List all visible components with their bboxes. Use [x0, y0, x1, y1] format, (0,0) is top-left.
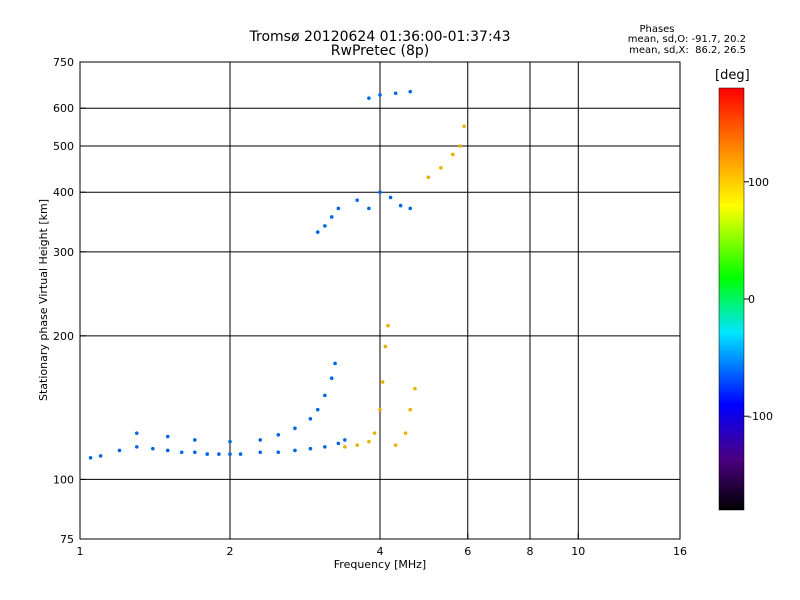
- data-point: [333, 361, 337, 366]
- data-point: [378, 407, 382, 412]
- data-point: [439, 166, 443, 170]
- x-tick-label: 4: [377, 545, 384, 558]
- colorbar-tick-label: 100: [748, 176, 769, 189]
- data-point: [451, 152, 455, 157]
- phase-stats-o: mean, sd,O: -91.7, 20.2: [627, 34, 746, 45]
- data-point: [367, 96, 371, 100]
- data-point: [258, 450, 263, 455]
- data-point: [336, 441, 341, 446]
- data-point: [88, 455, 93, 460]
- data-point: [403, 431, 408, 435]
- data-point: [355, 198, 359, 202]
- y-tick-label: 750: [53, 56, 74, 69]
- colorbar: [718, 87, 745, 511]
- data-point: [165, 448, 170, 453]
- data-point: [323, 393, 327, 398]
- data-point: [458, 144, 463, 148]
- data-point: [393, 443, 398, 447]
- x-tick-label: 1: [77, 545, 84, 558]
- colorbar-tick-label: 0: [748, 293, 755, 306]
- data-point: [276, 433, 281, 437]
- data-point: [134, 431, 139, 435]
- data-point: [413, 386, 417, 391]
- x-tick-label: 8: [527, 545, 534, 558]
- data-point: [355, 443, 359, 447]
- data-point: [293, 426, 297, 431]
- data-point: [315, 230, 320, 234]
- data-point: [308, 416, 313, 421]
- data-point: [238, 452, 243, 456]
- data-point: [323, 445, 327, 449]
- y-tick-label: 500: [53, 140, 74, 153]
- data-point: [308, 446, 313, 451]
- y-tick-label: 600: [53, 102, 74, 115]
- data-point: [98, 454, 103, 458]
- data-point: [372, 431, 377, 435]
- data-point: [217, 452, 221, 456]
- data-point: [380, 380, 385, 384]
- data-point: [343, 438, 347, 442]
- y-tick-label: 200: [53, 330, 74, 343]
- data-point: [386, 323, 390, 328]
- data-point: [228, 439, 232, 444]
- data-point: [393, 91, 398, 96]
- data-point: [258, 438, 263, 442]
- y-tick-label: 100: [53, 473, 74, 486]
- data-point: [343, 445, 347, 449]
- grid-lines: [80, 62, 680, 539]
- data-point: [134, 445, 139, 449]
- data-point: [426, 175, 431, 180]
- data-point: [151, 446, 155, 451]
- x-tick-label: 16: [673, 545, 687, 558]
- data-point: [383, 344, 388, 349]
- data-point: [179, 450, 184, 455]
- data-point: [193, 450, 197, 455]
- data-point: [408, 89, 413, 94]
- data-point: [323, 224, 327, 228]
- data-point: [462, 124, 466, 129]
- y-tick-label: 400: [53, 186, 74, 199]
- x-tick-label: 6: [464, 545, 471, 558]
- data-point: [329, 376, 334, 380]
- data-point: [205, 452, 209, 456]
- colorbar-label: [deg]: [715, 68, 750, 83]
- x-axis-label: Frequency [MHz]: [334, 558, 426, 571]
- x-tick-label: 10: [571, 545, 585, 558]
- data-point: [165, 434, 170, 439]
- axis-ticks: 1 2 4 6 8 10 16 75 100 200 300 400 500 600 750: [53, 56, 687, 558]
- data-point: [329, 215, 334, 219]
- data-point: [367, 206, 371, 211]
- data-point: [336, 206, 341, 211]
- colorbar-ticks: 100 0 -100: [744, 176, 773, 423]
- data-point: [408, 206, 413, 211]
- data-point: [378, 93, 382, 97]
- data-point: [388, 195, 393, 200]
- colorbar-tick-label: -100: [748, 410, 773, 423]
- data-point: [398, 203, 403, 208]
- x-tick-label: 2: [227, 545, 234, 558]
- y-tick-label: 300: [53, 246, 74, 259]
- data-point: [378, 190, 382, 195]
- chart-subtitle: RwPretec (8p): [330, 43, 430, 59]
- data-point: [193, 438, 197, 442]
- phase-stats-header: Phases: [639, 24, 675, 35]
- data-point: [293, 448, 297, 453]
- y-axis-label: Stationary phase Virtual Height [km]: [37, 199, 50, 401]
- y-tick-label: 75: [60, 533, 74, 546]
- data-points: [88, 89, 466, 460]
- data-point: [117, 448, 122, 453]
- data-point: [315, 407, 320, 412]
- chart-title: Tromsø 20120624 01:36:00-01:37:43: [249, 29, 511, 45]
- data-point: [408, 407, 413, 412]
- data-point: [228, 452, 232, 456]
- phase-stats-x: mean, sd,X: 86.2, 26.5: [629, 45, 746, 56]
- data-point: [276, 450, 281, 455]
- data-point: [367, 439, 371, 444]
